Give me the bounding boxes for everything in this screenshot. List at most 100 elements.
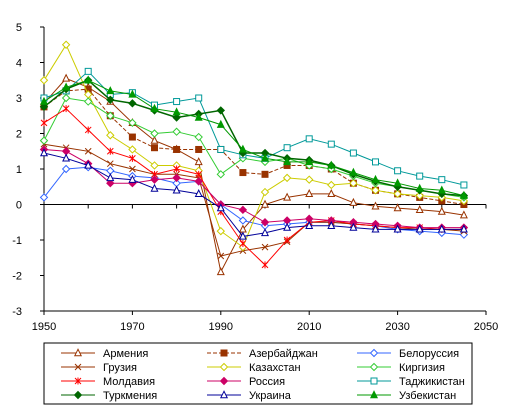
data-point-таджикистан xyxy=(283,144,291,152)
data-point-таджикистан xyxy=(438,176,446,184)
data-point-армения xyxy=(62,73,71,82)
data-point-грузия xyxy=(106,160,114,168)
legend-label-азербайджан: Азербайджан xyxy=(249,348,318,360)
data-point-армения xyxy=(305,189,314,198)
series-line-россия xyxy=(43,149,464,229)
y-tick-label: -3 xyxy=(12,306,22,318)
legend-swatch-marker-казахстан xyxy=(219,362,229,372)
data-point-грузия xyxy=(217,252,225,260)
series-line-таджикистан xyxy=(43,70,465,186)
data-point-грузия xyxy=(129,165,136,173)
series-line-узбекистан xyxy=(43,79,465,197)
data-point-россия xyxy=(106,178,115,188)
data-point-таджикистан xyxy=(217,145,225,153)
y-tick-label: 1 xyxy=(16,164,22,176)
data-point-украина xyxy=(172,185,181,194)
series-туркмения xyxy=(39,76,469,200)
data-point-азербайджан xyxy=(128,133,136,141)
data-point-молдавия xyxy=(261,261,269,269)
x-tick-label: 1950 xyxy=(32,321,56,333)
data-point-киргизия xyxy=(83,97,93,106)
data-point-молдавия xyxy=(62,105,70,113)
data-point-казахстан xyxy=(393,189,402,199)
x-tick-label: 1990 xyxy=(209,321,233,333)
data-point-азербайджан xyxy=(261,170,269,178)
data-point-украина xyxy=(327,220,336,229)
data-point-украина xyxy=(216,203,225,212)
y-tick-label: 4 xyxy=(16,58,22,70)
data-point-киргизия xyxy=(61,93,71,103)
data-point-украина xyxy=(349,222,358,231)
data-point-узбекистан xyxy=(260,153,270,162)
data-point-армения xyxy=(283,192,292,201)
data-point-казахстан xyxy=(128,145,137,154)
data-point-армения xyxy=(327,189,336,198)
data-point-киргизия xyxy=(194,132,203,142)
data-point-украина xyxy=(84,160,93,169)
data-point-киргизия xyxy=(150,129,159,138)
data-point-узбекистан xyxy=(459,190,468,199)
legend-label-таджикистан: Таджикистан xyxy=(399,376,465,388)
data-point-украина xyxy=(371,224,380,233)
series-line-грузия xyxy=(43,143,464,257)
legend-label-туркмения: Туркмения xyxy=(103,390,157,402)
data-point-украина xyxy=(415,224,424,233)
legend-swatch-marker-армения xyxy=(73,348,83,357)
data-point-украина xyxy=(128,174,137,183)
data-point-украина xyxy=(106,173,115,182)
data-point-молдавия xyxy=(283,236,291,244)
series-line-белоруссия xyxy=(43,166,464,236)
x-tick-label: 2050 xyxy=(474,321,498,333)
legend-label-белоруссия: Белоруссия xyxy=(399,348,459,360)
data-point-армения xyxy=(415,205,424,214)
data-point-азербайджан xyxy=(195,145,203,153)
data-point-таджикистан xyxy=(460,181,468,189)
data-point-киргизия xyxy=(172,127,181,136)
data-point-россия xyxy=(238,205,248,215)
data-point-армения xyxy=(393,203,402,212)
y-tick-label: -1 xyxy=(12,235,22,247)
series-line-казахстан xyxy=(43,43,464,248)
data-point-грузия xyxy=(84,147,92,155)
x-tick-label: 2010 xyxy=(297,321,321,333)
legend-label-киргизия: Киргизия xyxy=(399,362,445,374)
data-point-таджикистан xyxy=(416,172,424,180)
data-point-казахстан xyxy=(39,76,49,85)
data-point-молдавия xyxy=(40,119,48,127)
data-point-узбекистан xyxy=(283,157,292,166)
y-tick-label: 0 xyxy=(16,200,22,212)
legend-label-украина: Украина xyxy=(249,390,292,402)
data-point-россия xyxy=(260,218,270,227)
data-point-украина xyxy=(437,224,446,233)
data-point-россия xyxy=(194,177,203,186)
legend-swatch-marker-украина xyxy=(219,390,229,399)
legend-swatch-marker-туркмения xyxy=(73,390,83,400)
data-point-туркмения xyxy=(106,95,115,104)
data-point-узбекистан xyxy=(62,82,71,91)
legend-label-россия: Россия xyxy=(249,376,285,388)
data-point-таджикистан xyxy=(349,149,357,157)
legend-swatch-marker-белоруссия xyxy=(369,348,379,358)
data-point-узбекистан xyxy=(437,185,446,194)
series-грузия xyxy=(40,140,468,260)
data-point-молдавия xyxy=(239,240,247,248)
data-point-молдавия xyxy=(129,154,136,162)
data-point-молдавия xyxy=(84,126,92,134)
data-point-армения xyxy=(260,199,270,208)
legend-swatch-marker-молдавия xyxy=(74,377,82,385)
data-point-украина xyxy=(62,153,71,162)
legend-swatch-marker-киргизия xyxy=(369,362,379,372)
data-point-киргизия xyxy=(106,111,115,120)
series-line-туркмения xyxy=(43,79,464,197)
data-point-молдавия xyxy=(106,147,114,155)
data-point-армения xyxy=(349,197,358,206)
data-point-узбекистан xyxy=(327,160,336,169)
data-point-казахстан xyxy=(282,173,292,183)
data-point-узбекистан xyxy=(393,178,402,187)
y-tick-label: 2 xyxy=(16,129,22,141)
data-point-узбекистан xyxy=(172,107,181,116)
data-point-таджикистан xyxy=(327,140,335,148)
data-point-таджикистан xyxy=(305,135,313,143)
